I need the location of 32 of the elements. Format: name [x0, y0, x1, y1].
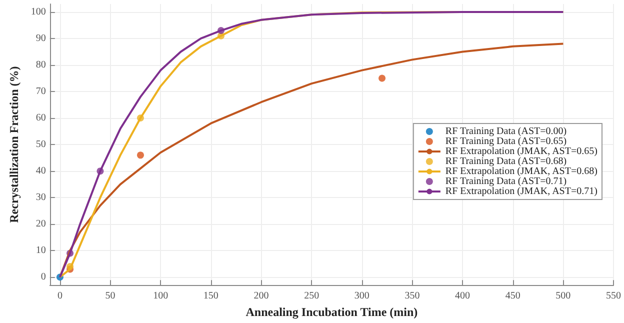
- y-tick-label: 70: [36, 86, 46, 98]
- x-tick-label: 300: [354, 290, 370, 302]
- y-tick-label: 100: [30, 6, 46, 18]
- y-tick-label: 40: [36, 166, 46, 177]
- x-tick-label: 200: [254, 290, 269, 302]
- y-tick-label: 10: [36, 245, 46, 256]
- x-tick-label: 350: [404, 290, 420, 302]
- y-tick-label: 20: [36, 218, 46, 230]
- y-tick-label: 50: [36, 139, 46, 150]
- x-tick-label: 400: [455, 290, 470, 302]
- y-tick-label: 30: [36, 192, 46, 204]
- x-tick-label: 250: [304, 290, 320, 302]
- legend-label: RF Training Data (AST=0.65): [445, 136, 567, 147]
- legend-label: RF Extrapolation (JMAK, AST=0.65): [445, 146, 598, 157]
- x-tick-label: 150: [203, 290, 218, 302]
- x-tick-label: 0: [57, 290, 62, 302]
- legend-label: RF Training Data (AST=0.71): [445, 176, 567, 187]
- legend-label: RF Training Data (AST=0.68): [445, 156, 567, 167]
- x-tick-label: 450: [505, 290, 520, 302]
- y-tick-label: 90: [36, 32, 46, 44]
- y-tick-label: 0: [40, 272, 46, 283]
- legend-label: RF Extrapolation (JMAK, AST=0.68): [445, 166, 598, 177]
- y-axis-title: Recrystallization Fraction (%): [7, 66, 21, 223]
- x-tick-label: 500: [556, 290, 571, 302]
- y-tick-label: 80: [36, 59, 46, 70]
- legend-label: RF Training Data (AST=0.00): [445, 126, 567, 137]
- x-tick-label: 100: [153, 290, 168, 302]
- legend-label: RF Extrapolation (JMAK, AST=0.71): [445, 186, 598, 197]
- x-tick-label: 50: [105, 290, 116, 302]
- x-tick-label: 550: [606, 290, 621, 302]
- y-tick-label: 60: [36, 112, 46, 124]
- x-axis-title: Annealing Incubation Time (min): [246, 305, 418, 319]
